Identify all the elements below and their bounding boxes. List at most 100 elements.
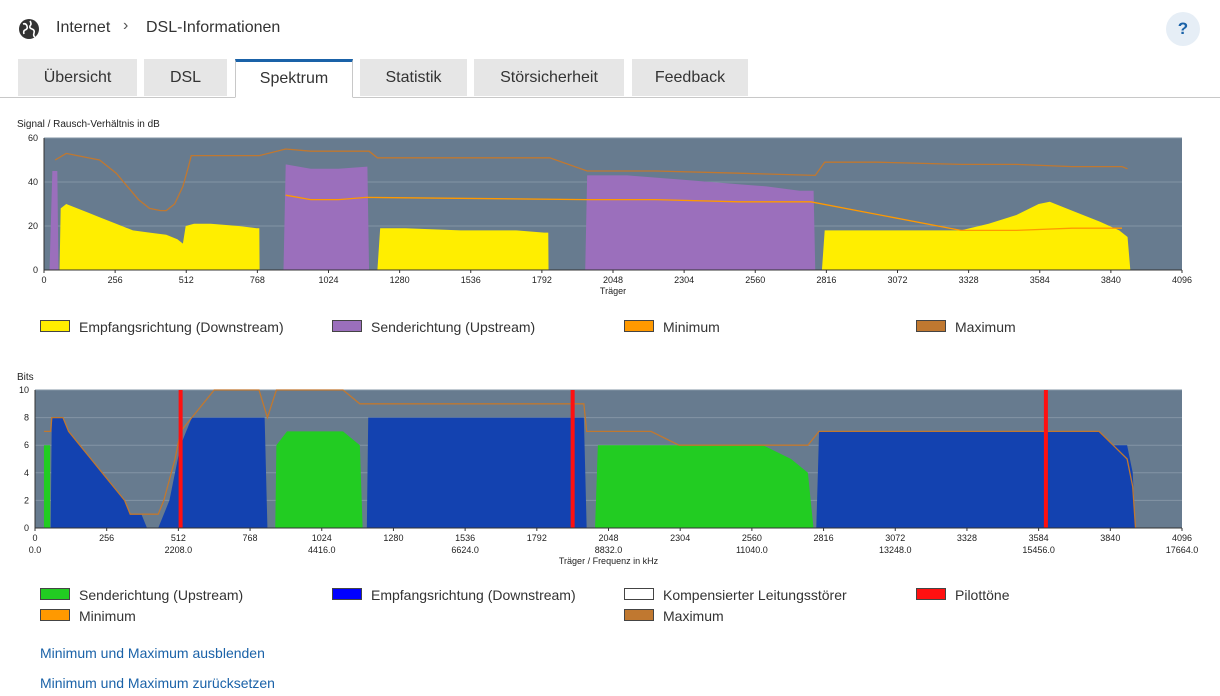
y-tick-label: 60 [28,133,38,143]
x-tick-label: 2304 [674,275,694,285]
x-tick-label: 0 [41,275,46,285]
header: Internet › DSL-Informationen ? [0,0,1220,60]
legend-swatch-downstream [40,320,70,332]
x-tick-label: 3328 [959,275,979,285]
legend-label-maximum: Maximum [955,319,1016,335]
x-tick-label: 0 [32,533,37,543]
freq-tick-label: 8832.0 [595,545,623,555]
legend-label-minimum: Minimum [663,319,720,335]
x-axis-label: Träger [600,286,626,296]
legend-swatch-maximum [916,320,946,332]
pilot-tone-bar [1043,390,1048,528]
tab-feedback[interactable]: Feedback [632,59,748,96]
tab-statistik[interactable]: Statistik [360,59,467,96]
legend-label-noise: Kompensierter Leitungsstörer [663,587,847,603]
x-tick-label: 1024 [312,533,332,543]
legend-swatch-pilot [916,588,946,600]
x-tick-label: 768 [243,533,258,543]
x-tick-label: 3072 [885,533,905,543]
bits-chart-title: Bits [17,372,34,383]
x-tick-label: 2816 [816,275,836,285]
x-tick-label: 512 [171,533,186,543]
tab-uebersicht[interactable]: Übersicht [18,59,137,96]
series-area [43,431,814,528]
x-tick-label: 1280 [390,275,410,285]
breadcrumb-internet[interactable]: Internet [56,19,111,36]
x-tick-label: 768 [250,275,265,285]
x-tick-label: 3840 [1101,275,1121,285]
legend-swatch-minimum [624,320,654,332]
breadcrumb-dsl-informationen: DSL-Informationen [146,19,281,36]
snr-chart-title: Signal / Rausch-Verhältnis in dB [17,119,160,130]
x-tick-label: 3072 [887,275,907,285]
bits-chart: 0 2 4 6 8 10 0 256 512 768 1024 1280 1536 1792 2048 230… [19,385,1199,566]
tab-spektrum[interactable]: Spektrum [235,59,353,98]
x-tick-label: 1280 [383,533,403,543]
x-tick-label: 1792 [527,533,547,543]
tab-bar: Übersicht DSL Spektrum Statistik Störsic… [0,59,1220,98]
legend-swatch-upstream [332,320,362,332]
x-tick-label: 3584 [1030,275,1050,285]
freq-tick-label: 11040.0 [736,545,768,555]
series-line [43,389,1137,529]
series-area [59,201,1131,270]
series-area [49,164,816,270]
x-tick-label: 2560 [745,275,765,285]
freq-tick-label: 17664.0 [1166,545,1199,555]
x-tick-label: 512 [179,275,194,285]
pilot-tone-bar [570,390,575,528]
y-tick-label: 10 [19,385,29,395]
y-tick-label: 40 [28,177,38,187]
y-tick-label: 8 [24,413,29,423]
legend-label-minimum-bits: Minimum [79,608,136,624]
y-tick-label: 0 [24,523,29,533]
series-area [50,417,1136,528]
y-tick-label: 0 [33,265,38,275]
reset-minmax-link[interactable]: Minimum und Maximum zurücksetzen [40,675,275,691]
x-tick-label: 3328 [957,533,977,543]
freq-tick-label: 0.0 [29,545,42,555]
freq-tick-label: 2208.0 [165,545,193,555]
x-axis-label: Träger / Frequenz in kHz [559,556,659,566]
x-tick-label: 3840 [1100,533,1120,543]
x-tick-label: 2816 [814,533,834,543]
x-tick-label: 2560 [742,533,762,543]
y-tick-label: 20 [28,221,38,231]
tab-dsl[interactable]: DSL [144,59,227,96]
freq-tick-label: 6624.0 [451,545,479,555]
legend-swatch-noise [624,588,654,600]
legend-label-maximum-bits: Maximum [663,608,724,624]
hide-minmax-link[interactable]: Minimum und Maximum ausblenden [40,645,265,661]
x-tick-label: 256 [108,275,123,285]
x-tick-label: 3584 [1029,533,1049,543]
series-line [54,148,1128,212]
legend-label-upstream-bits: Senderichtung (Upstream) [79,587,244,603]
pilot-tone-bar [178,390,183,528]
legend-label-downstream-bits: Empfangsrichtung (Downstream) [371,587,576,603]
snr-chart: 0 20 40 60 0 256 512 768 1024 1280 1536 1792 2048 230… [28,133,1192,296]
x-tick-label: 1792 [532,275,552,285]
freq-tick-label: 13248.0 [879,545,912,555]
x-tick-label: 2048 [603,275,623,285]
legend-swatch-minimum-bits [40,609,70,621]
legend-swatch-maximum-bits [624,609,654,621]
freq-tick-label: 15456.0 [1022,545,1055,555]
x-tick-label: 2304 [670,533,690,543]
chevron-right-icon: › [123,17,129,34]
y-tick-label: 2 [24,495,29,505]
legend-swatch-downstream-bits [332,588,362,600]
x-tick-label: 2048 [598,533,618,543]
legend-swatch-upstream-bits [40,588,70,600]
legend-label-pilot: Pilottöne [955,587,1010,603]
x-tick-label: 1536 [461,275,481,285]
series-line [285,194,1122,232]
legend-label-upstream: Senderichtung (Upstream) [371,319,536,335]
help-button[interactable]: ? [1166,12,1200,46]
y-tick-label: 4 [24,468,29,478]
x-tick-label: 1536 [455,533,475,543]
x-tick-label: 4096 [1172,533,1192,543]
x-tick-label: 256 [99,533,114,543]
globe-icon [19,19,39,39]
tab-stoersicherheit[interactable]: Störsicherheit [474,59,624,96]
freq-tick-label: 4416.0 [308,545,336,555]
